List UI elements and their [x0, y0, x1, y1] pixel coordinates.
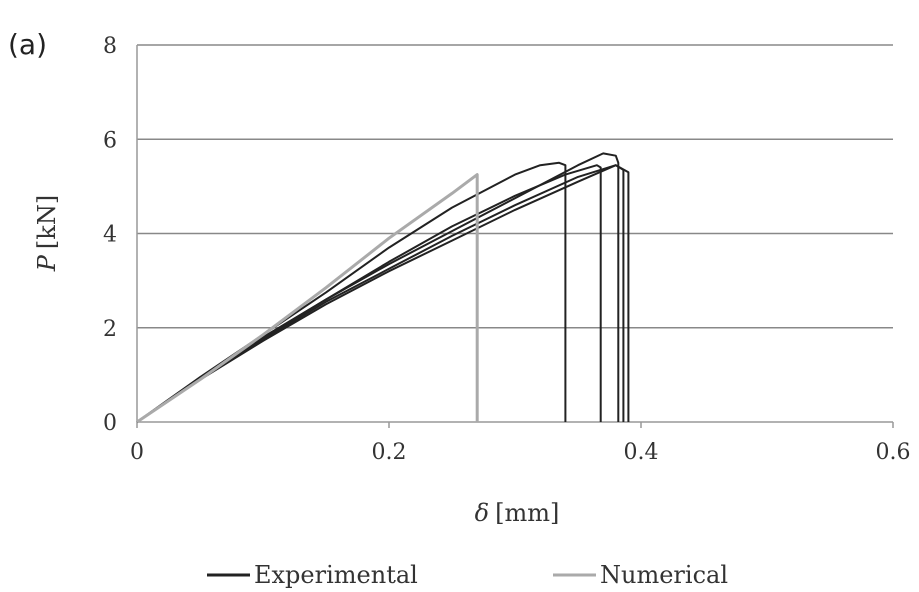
legend-experimental-label: Experimental [254, 561, 418, 589]
numerical-series-line [136, 173, 479, 424]
x-tick-label: 0.6 [876, 440, 911, 465]
axes [136, 45, 893, 423]
y-axis-unit: [kN] [33, 195, 61, 249]
y-tick-labels: 0 2 4 6 8 [103, 34, 117, 436]
x-tick-label: 0 [130, 440, 144, 465]
y-tick-label: 6 [103, 128, 117, 153]
grid [137, 44, 893, 329]
experimental-series-line [136, 164, 625, 423]
experimental-series-line [136, 164, 630, 423]
panel-label: (a) [8, 28, 47, 61]
y-tick-label: 0 [103, 411, 117, 436]
legend-numerical-label: Numerical [600, 561, 728, 589]
y-axis-title: P [kN] [33, 195, 61, 272]
y-tick-label: 2 [103, 317, 117, 342]
x-axis-unit: [mm] [495, 499, 559, 527]
y-tick-label: 8 [103, 34, 117, 59]
series [136, 152, 630, 424]
x-tick-label: 0.2 [372, 440, 407, 465]
x-tick-labels: 0 0.2 0.4 0.6 [130, 422, 911, 465]
y-tick-label: 4 [103, 223, 117, 248]
x-axis-symbol: δ [475, 499, 489, 527]
y-axis-symbol: P [33, 254, 61, 272]
x-tick-label: 0.4 [624, 440, 659, 465]
experimental-series-line [136, 152, 620, 423]
x-axis-title: δ [mm] [475, 499, 560, 527]
legend: Experimental Numerical [207, 561, 728, 589]
